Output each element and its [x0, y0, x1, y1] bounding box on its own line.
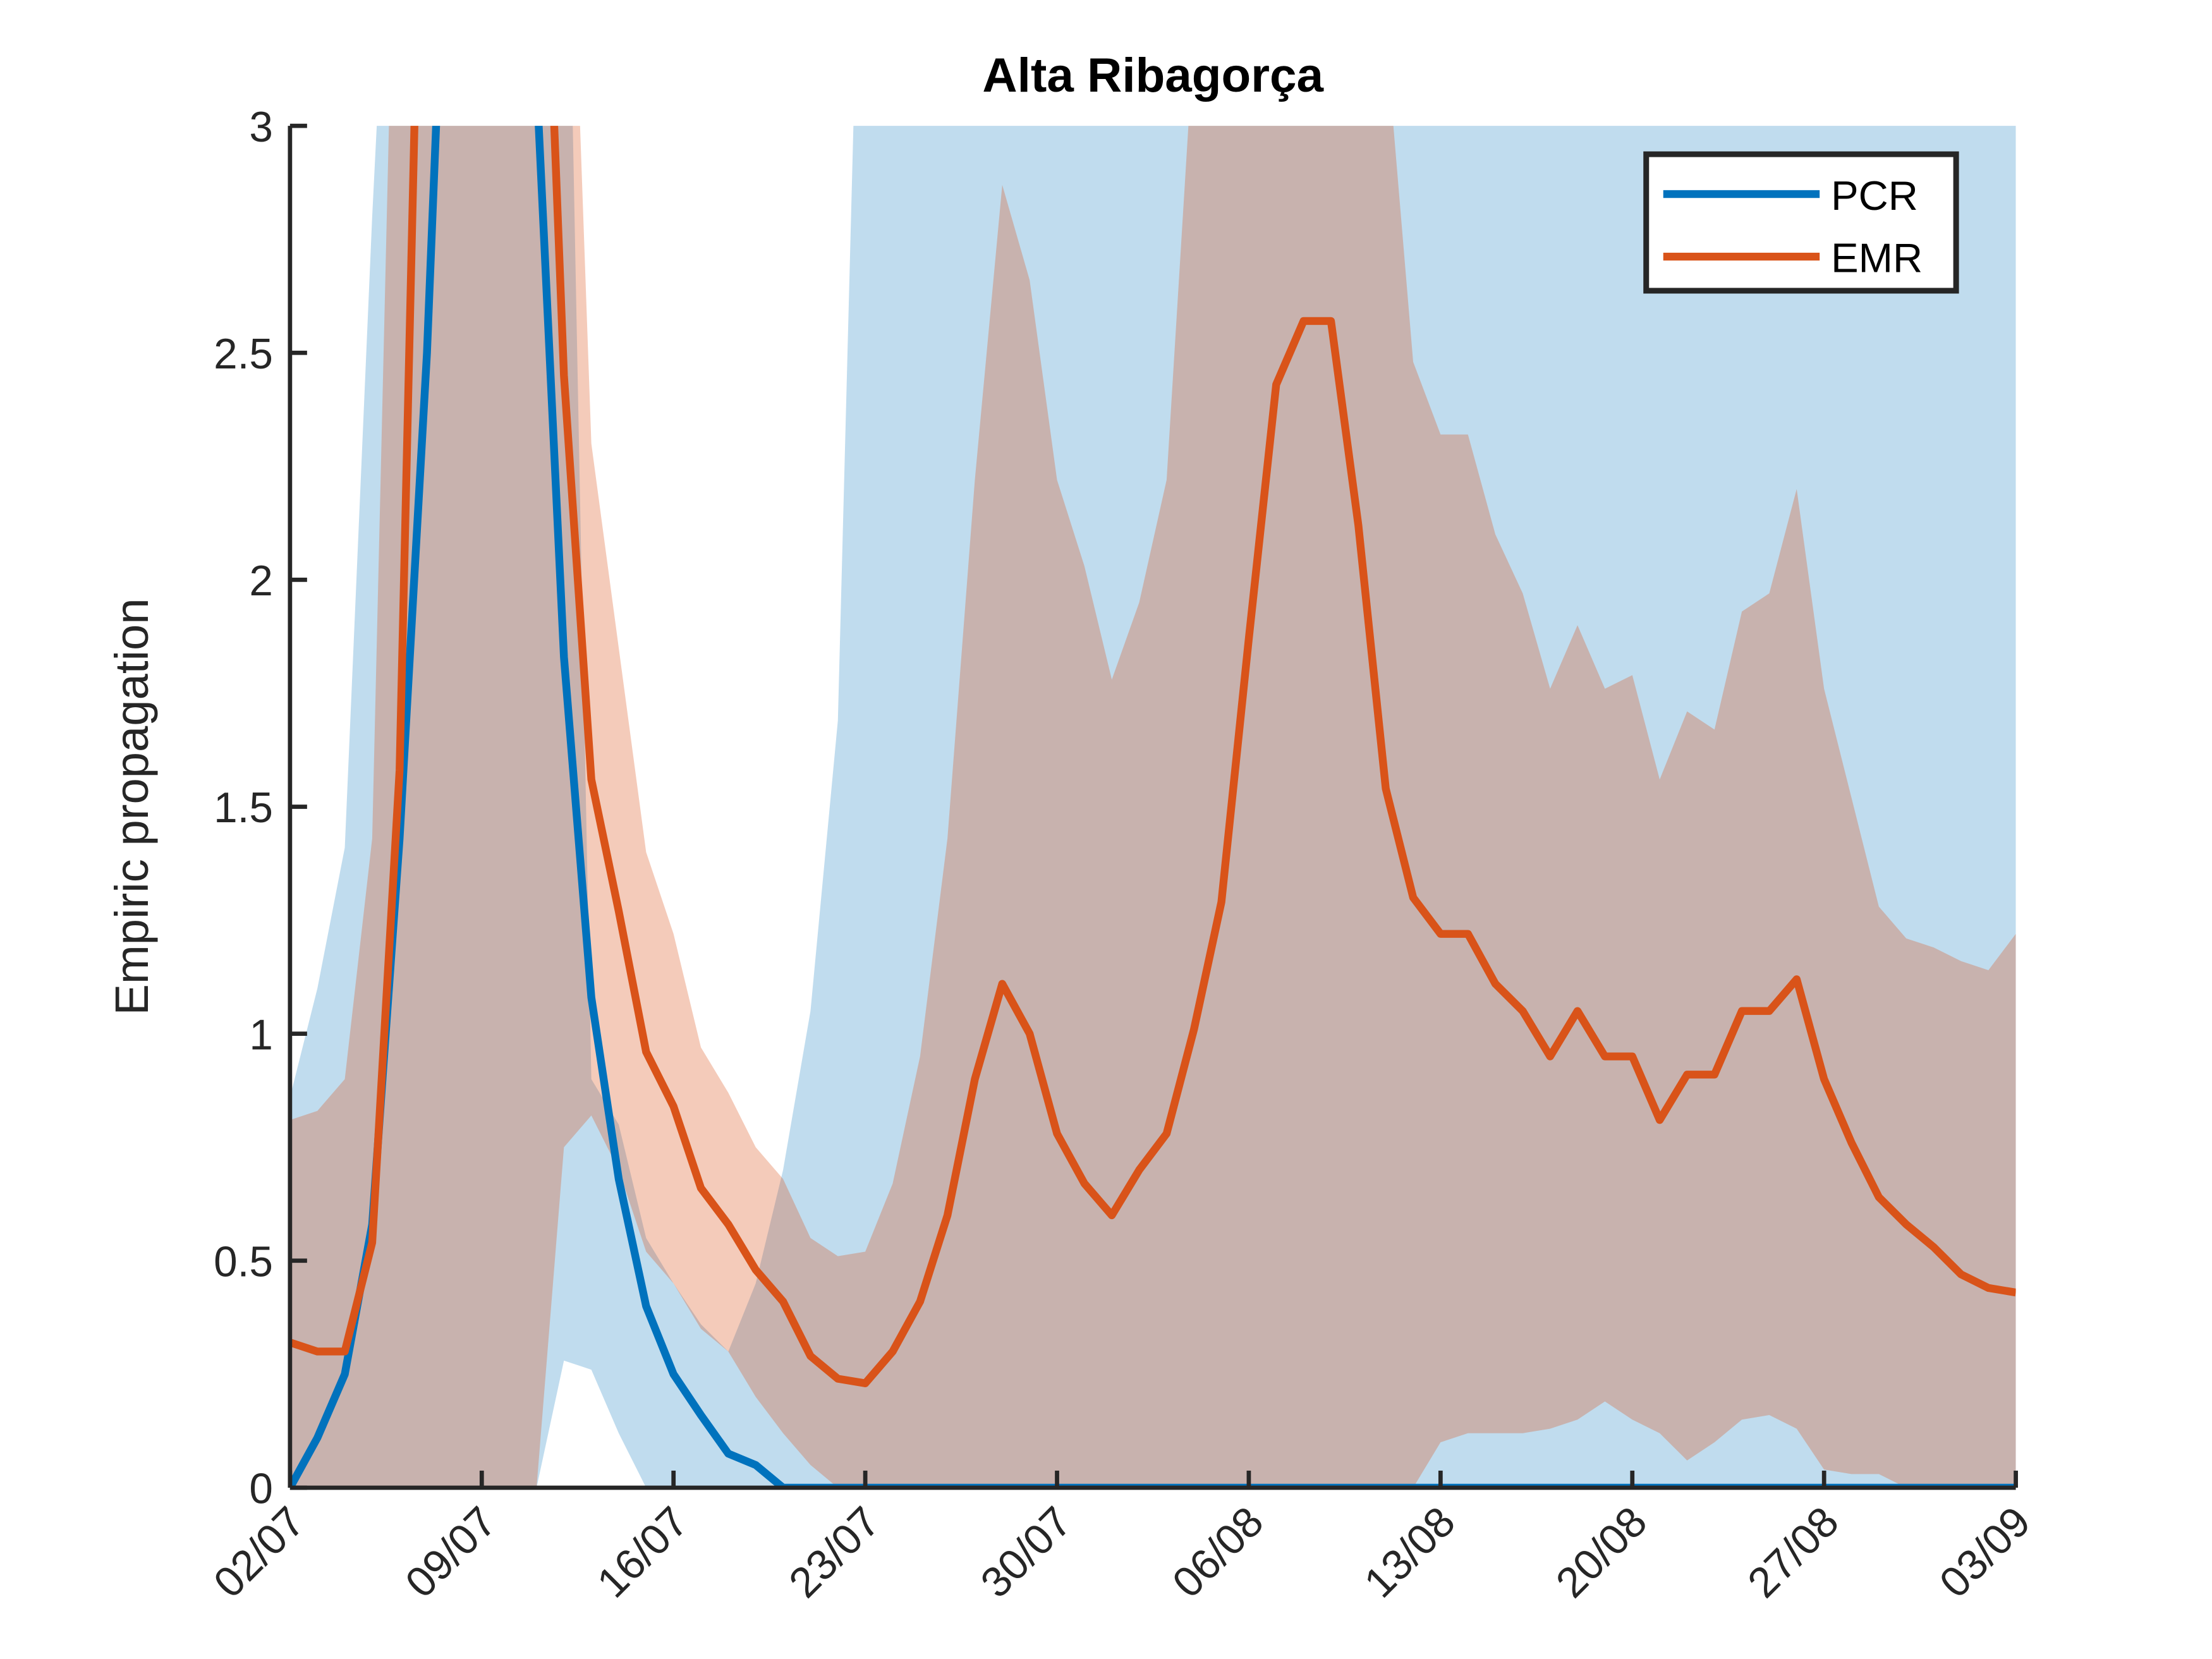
legend-label: PCR	[1831, 173, 1918, 219]
data-line	[289, 126, 2016, 1387]
legend-label: EMR	[1831, 235, 1923, 281]
bands	[289, 126, 2016, 1488]
confidence-band	[289, 126, 2016, 1488]
x-tick-label: 23/07	[780, 1498, 889, 1607]
x-tick-label: 13/08	[1356, 1498, 1464, 1607]
x-tick-label: 03/09	[1931, 1498, 2039, 1607]
x-tick-label: 06/08	[1164, 1498, 1272, 1607]
y-tick-label: 0	[249, 1466, 273, 1513]
legend-box	[1643, 151, 1959, 294]
x-tick-label: 27/08	[1739, 1498, 1847, 1607]
confidence-band	[289, 126, 2016, 1488]
x-tick-label: 16/07	[588, 1498, 697, 1607]
y-tick-label: 0.5	[214, 1239, 273, 1286]
x-tick-label: 09/07	[396, 1498, 505, 1607]
y-tick-label: 1.5	[214, 784, 273, 832]
x-tick-label: 20/08	[1547, 1498, 1656, 1607]
y-axis-label: Empiric propagation	[106, 598, 158, 1015]
y-tick-label: 3	[249, 104, 273, 151]
y-tick-label: 2.5	[214, 331, 273, 378]
y-tick-label: 2	[249, 557, 273, 605]
x-tick-label: 30/07	[972, 1498, 1081, 1607]
data-line	[289, 126, 2016, 1488]
y-tick-label: 1	[249, 1011, 273, 1059]
chart-title: Alta Ribagorça	[982, 49, 1324, 102]
x-tick-label: 02/07	[205, 1498, 313, 1607]
lines	[289, 126, 2016, 1488]
